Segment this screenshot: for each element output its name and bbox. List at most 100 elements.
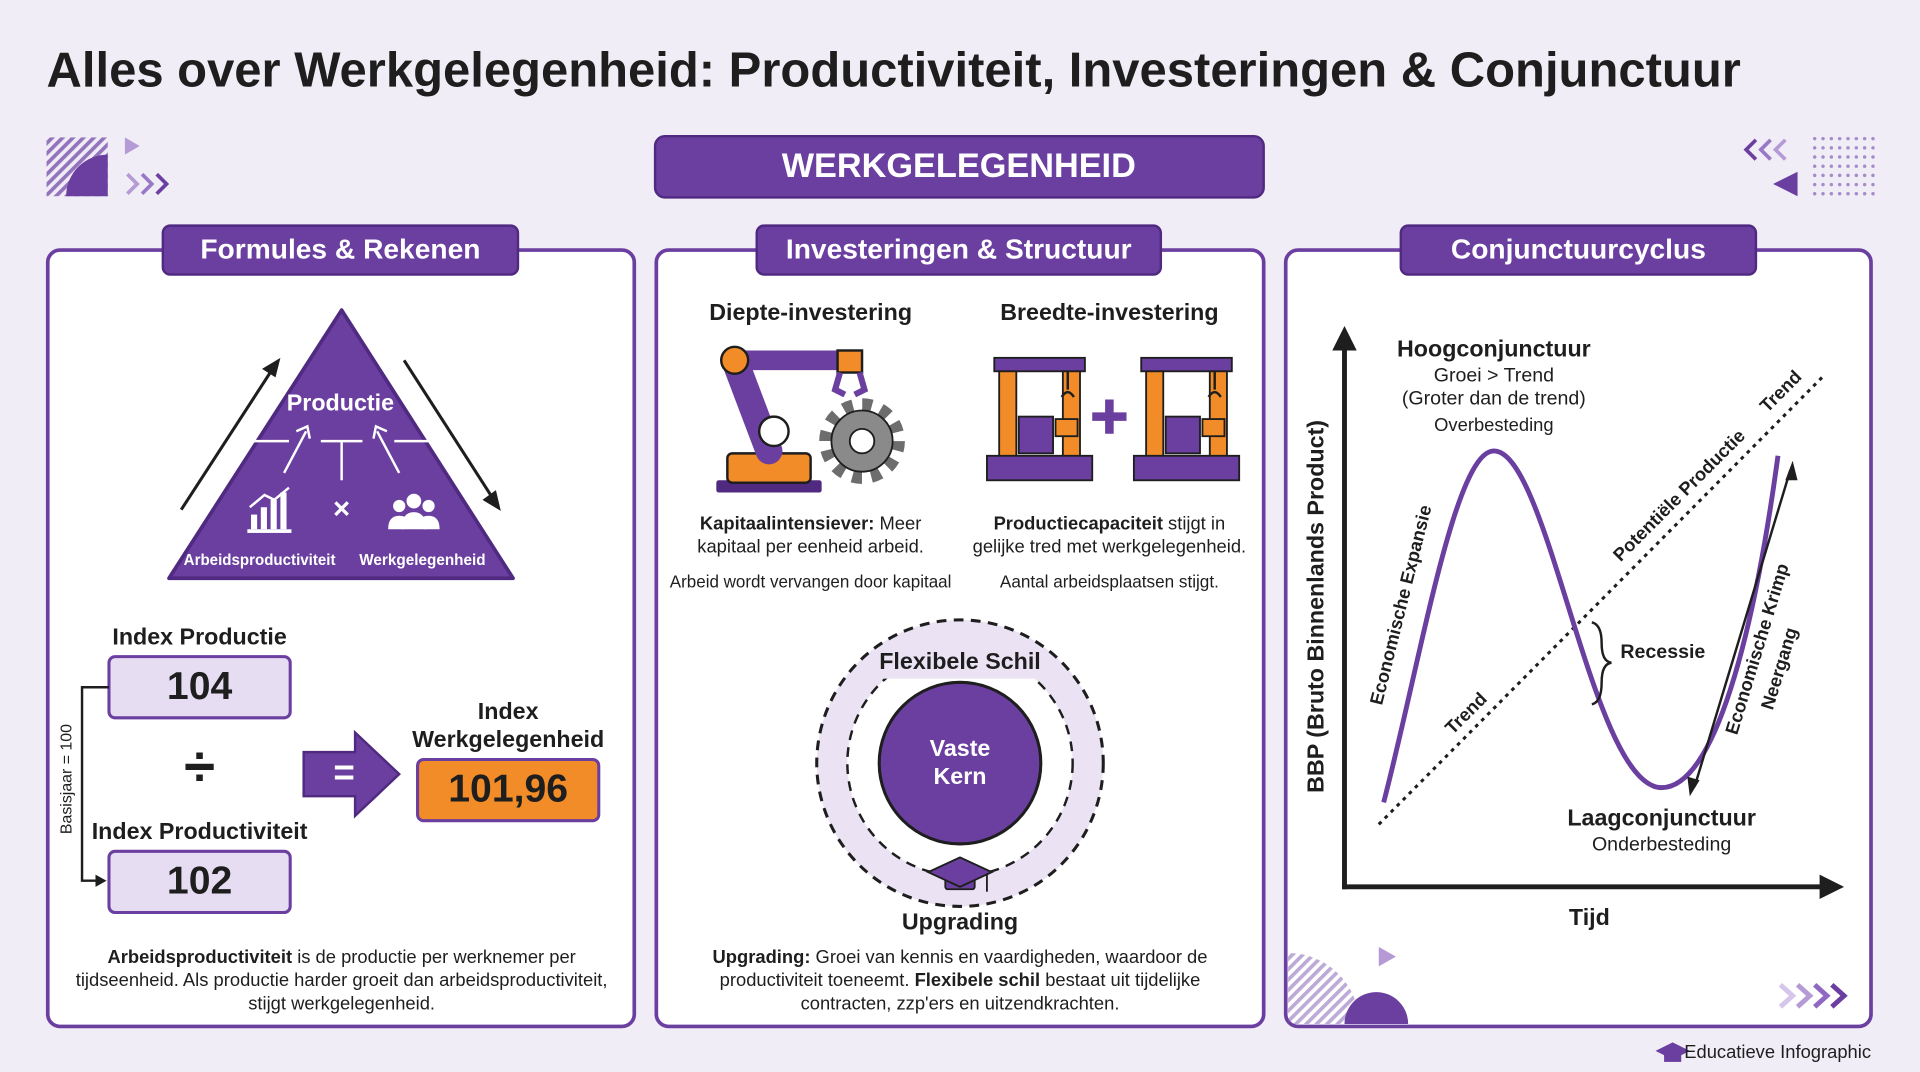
decor-dot bbox=[1812, 136, 1817, 141]
formula-triangle-part bbox=[252, 424, 432, 481]
decor-dot bbox=[1846, 192, 1850, 196]
result-label: Werkgelegenheid bbox=[412, 726, 604, 752]
investment-title: Breedte-investering bbox=[1000, 299, 1218, 325]
text-line: gelijke tred met werkgelegenheid. bbox=[973, 535, 1247, 556]
machine-part bbox=[1164, 415, 1201, 455]
result-box bbox=[416, 757, 601, 823]
decor-dot bbox=[1854, 192, 1859, 196]
text-line: kapitaal per eenheid arbeid. bbox=[697, 535, 924, 556]
decor-top-left-part bbox=[155, 172, 170, 196]
decor-bottom-part bbox=[1813, 982, 1831, 1009]
chart-icon-part bbox=[280, 492, 287, 530]
equals-arrow bbox=[302, 729, 401, 819]
circle-core-label: Vaste bbox=[930, 735, 991, 761]
text-line: tijdseenheid. Als productie harder groei… bbox=[76, 969, 608, 990]
equals-sign: = bbox=[333, 752, 354, 793]
investment-sub: Aantal arbeidsplaatsen stijgt. bbox=[1000, 572, 1219, 592]
text-segment: Arbeidsproductiviteit bbox=[107, 946, 292, 967]
decor-dot bbox=[1829, 146, 1834, 150]
text-segment: is de productie per werknemer per bbox=[292, 946, 576, 967]
decor-dot bbox=[1812, 164, 1817, 168]
decor-dot bbox=[1821, 173, 1825, 178]
trough-title: Laagconjunctuur bbox=[1567, 805, 1756, 831]
base-bracket-part bbox=[80, 686, 109, 882]
decor-dot bbox=[1837, 136, 1842, 141]
chart-icon-part bbox=[251, 514, 258, 530]
text-line: Kapitaalintensiever: Meer bbox=[700, 512, 921, 533]
cycle-axes-part bbox=[1332, 326, 1357, 351]
decor-dot bbox=[1862, 155, 1867, 159]
decor-dot bbox=[1829, 182, 1834, 187]
text-line: Productiecapaciteit stijgt in bbox=[994, 512, 1226, 533]
formula-triangle-part-part bbox=[376, 430, 401, 474]
circle-outer-label: Flexibele Schil bbox=[879, 648, 1041, 674]
decor-top-right-part bbox=[1743, 138, 1758, 161]
machine-part bbox=[993, 356, 1086, 373]
text-segment: productiviteit toeneemt. bbox=[720, 969, 915, 990]
footer-icon-part bbox=[1664, 1053, 1682, 1062]
decor-dot bbox=[1871, 155, 1875, 159]
banner-text: WERKGELEGENHEID bbox=[782, 147, 1136, 185]
decor-top-right-part bbox=[1758, 138, 1772, 161]
decor-dot bbox=[1862, 136, 1867, 141]
text-segment: Groei van kennis en vaardigheden, waardo… bbox=[810, 946, 1207, 967]
decor-bottom-part bbox=[1830, 982, 1848, 1009]
triangle-top: Productie bbox=[287, 390, 394, 416]
decor-dot bbox=[1846, 164, 1850, 168]
text-segment: Productiecapaciteit bbox=[994, 512, 1163, 533]
machine-part bbox=[1017, 415, 1054, 455]
people-icon-part bbox=[420, 515, 440, 530]
banner bbox=[653, 134, 1265, 199]
plus bbox=[1092, 399, 1127, 434]
machine-part bbox=[998, 370, 1018, 461]
triangle-arrows-part bbox=[179, 369, 274, 511]
people-icon-part bbox=[406, 493, 422, 509]
decor-dot bbox=[1812, 173, 1817, 178]
decor-dot bbox=[1821, 155, 1825, 159]
result-label: Index bbox=[478, 698, 539, 724]
cycle-axes-part bbox=[1693, 470, 1792, 787]
trend-line bbox=[1377, 376, 1824, 826]
decor-dot bbox=[1862, 164, 1867, 168]
decor-dot bbox=[1837, 146, 1842, 150]
text-segment: kapitaal per eenheid arbeid. bbox=[697, 535, 924, 556]
panel-tabs-part bbox=[161, 224, 520, 276]
robot-arm-icon-part bbox=[720, 345, 750, 375]
machine-part bbox=[1132, 454, 1241, 482]
peak-line: Groei > Trend bbox=[1434, 364, 1554, 386]
decor-top-right bbox=[1743, 136, 1875, 197]
panel-tabs-part bbox=[1399, 224, 1758, 276]
decor-dot bbox=[1871, 146, 1875, 150]
triangle-operator: × bbox=[333, 493, 350, 526]
decor-dot bbox=[1829, 173, 1834, 178]
cycle-axes-part bbox=[1687, 776, 1700, 797]
decor-dot bbox=[1871, 173, 1875, 178]
people-icon-part bbox=[401, 512, 427, 530]
decor-dot bbox=[1854, 146, 1859, 150]
robot-arm-icon-part bbox=[819, 398, 905, 484]
text-segment: Meer bbox=[874, 512, 921, 533]
text-segment: tijdseenheid. Als productie harder groei… bbox=[76, 969, 608, 990]
decor-dot bbox=[1862, 146, 1867, 150]
robot-arm-icon-part bbox=[836, 349, 864, 374]
formula-triangle-part-part bbox=[282, 430, 308, 474]
chart-icon bbox=[247, 486, 292, 533]
investment-title: Diepte-investering bbox=[709, 299, 912, 325]
x-axis-label: Tijd bbox=[1569, 904, 1610, 930]
cycle-axes bbox=[1332, 326, 1845, 900]
text-line: stijgt werkgelegenheid. bbox=[248, 992, 435, 1013]
machine-part bbox=[1054, 418, 1079, 438]
decor-dot bbox=[1837, 173, 1842, 178]
peak-title: Hoogconjunctuur bbox=[1397, 336, 1591, 362]
decor-dot bbox=[1846, 173, 1850, 178]
formula-triangle-part-part bbox=[295, 424, 311, 439]
machine-part bbox=[1207, 371, 1222, 398]
people-icon-part bbox=[422, 499, 435, 513]
robot-arm-icon-part bbox=[831, 371, 847, 398]
calc-value: 104 bbox=[167, 665, 233, 708]
trough-sub: Onderbesteding bbox=[1592, 833, 1731, 855]
machine-part bbox=[1061, 370, 1081, 461]
machine bbox=[1132, 356, 1241, 482]
decor-bottom-part bbox=[1378, 946, 1396, 967]
